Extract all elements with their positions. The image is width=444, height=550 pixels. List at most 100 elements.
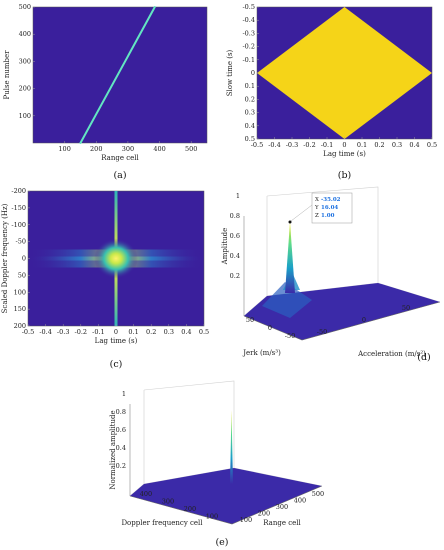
panel-e-ylabel: Doppler frequency cell xyxy=(121,519,203,527)
panel-b-xtick-label: 0.3 xyxy=(392,141,402,149)
panel-d-ztick-label: 1 xyxy=(236,192,240,200)
panel-e-ytick-label: 400 xyxy=(140,490,152,498)
panel-d-ztick-label: 0.8 xyxy=(230,212,240,220)
panel-d-datatip-key: Y xyxy=(314,205,319,211)
panel-d-datatip-value: 1.00 xyxy=(321,213,335,219)
panel-c-xtick-label: -0.1 xyxy=(92,328,105,336)
panel-c-ytick-label: -200 xyxy=(11,187,26,195)
panel-b-xtick-label: -0.4 xyxy=(268,141,281,149)
panel-c-ytick-label: -150 xyxy=(11,204,26,212)
panel-d-back-top xyxy=(266,186,379,283)
panel-a-xtick-label: 400 xyxy=(153,145,165,153)
panel-b-xtick-label: -0.1 xyxy=(321,141,334,149)
panel-b-xlabel: Lag time (s) xyxy=(323,150,366,158)
panel-a-label: (a) xyxy=(113,170,126,181)
panel-e-ztick-label: 0.8 xyxy=(116,408,126,416)
panel-e-zlabel: Normalized amplitude xyxy=(109,410,117,489)
panel-c-xtick-label: -0.5 xyxy=(22,328,35,336)
panel-c-xtick-label: 0.3 xyxy=(164,328,174,336)
panel-d-ylabel: Jerk (m/s³) xyxy=(242,349,281,357)
panel-e-back-axis xyxy=(129,390,145,497)
panel-d-ytick-label: 50 xyxy=(246,316,254,324)
panel-c-ytick-label: -50 xyxy=(16,238,26,246)
panel-d-xlabel: Acceleration (m/s²) xyxy=(357,350,426,358)
panel-b-ytick-label: -0.2 xyxy=(242,43,255,51)
panel-d-datatip-key: X xyxy=(315,197,319,203)
panel-b-xtick-label: 0.5 xyxy=(427,141,437,149)
panel-d-ztick-label: 0.2 xyxy=(230,272,240,280)
panel-c-peak xyxy=(94,238,138,279)
panel-a-ylabel: Pulse number xyxy=(3,50,11,100)
panel-e-xlabel: Range cell xyxy=(263,519,301,527)
panel-c-ytick-label: 200 xyxy=(14,322,26,330)
panel-b-ytick-label: -0.4 xyxy=(242,16,255,24)
panel-a-ytick-label: 500 xyxy=(19,3,31,11)
panel-a-ytick-label: 100 xyxy=(19,112,31,120)
panel-b-label: (b) xyxy=(338,170,352,181)
panel-a-ytick-label: 200 xyxy=(19,85,31,93)
panel-c-xtick-label: -0.3 xyxy=(57,328,70,336)
panel-b-xtick-label: -0.5 xyxy=(251,141,264,149)
panel-b-xtick-label: 0.2 xyxy=(374,141,384,149)
panel-d-back-axis xyxy=(243,196,268,317)
panel-a-ytick-label: 300 xyxy=(19,57,31,65)
panel-c-xtick-label: 0.4 xyxy=(181,328,191,336)
panel-e-label: (e) xyxy=(215,537,228,548)
panel-e-xtick-label: 100 xyxy=(240,516,252,524)
panel-c-xtick-label: 0.2 xyxy=(146,328,156,336)
panel-b-ytick-label: -0.3 xyxy=(242,29,255,37)
panel-a-xtick-label: 200 xyxy=(90,145,102,153)
panel-c-xlabel: Lag time (s) xyxy=(95,337,138,345)
panel-a-xlabel: Range cell xyxy=(101,154,139,162)
panel-c-xtick-label: -0.4 xyxy=(39,328,52,336)
panel-b-ytick-label: 0.5 xyxy=(245,135,255,143)
panel-e-ytick-label: 200 xyxy=(184,505,196,513)
panel-d-datatip-leader xyxy=(290,204,313,222)
panel-d-ridge xyxy=(262,282,312,318)
panel-e-xtick-label: 500 xyxy=(312,490,324,498)
panel-d-front-edges xyxy=(243,301,441,341)
panel-d-ztick-label: 0.4 xyxy=(230,252,240,260)
panel-e-ztick-label: 1 xyxy=(122,390,126,398)
panel-d-datatip-box xyxy=(311,192,353,224)
panel-b-ytick-label: -0.1 xyxy=(242,56,255,64)
panel-e-ztick-label: 0.6 xyxy=(116,426,126,434)
panel-e-ytick-label: 100 xyxy=(206,513,218,521)
panel-e-ztick-label: 0.4 xyxy=(116,444,126,452)
panel-c-ytick-label: 150 xyxy=(14,305,26,313)
panel-b-xtick-label: 0.1 xyxy=(357,141,367,149)
panel-e-spike xyxy=(230,410,233,484)
panel-d-datatip-value: -35.02 xyxy=(321,197,341,203)
panel-e-xtick-label: 300 xyxy=(276,503,288,511)
panel-d-zlabel: Amplitude xyxy=(221,228,229,266)
panel-b-diamond xyxy=(257,7,432,139)
panel-c-xtick-label: -0.2 xyxy=(75,328,88,336)
panel-e-back-top xyxy=(143,380,235,468)
panel-a-trajectory xyxy=(79,6,156,144)
panel-b-xtick-label: 0.4 xyxy=(409,141,419,149)
panel-c-ytick-label: 0 xyxy=(22,255,26,263)
panel-c-ytick-label: 50 xyxy=(18,271,26,279)
panel-e-xtick-label: 200 xyxy=(258,510,270,518)
panel-c-xtick-label: 0.5 xyxy=(199,328,209,336)
panel-a-xtick-label: 300 xyxy=(122,145,134,153)
panel-c-label: (c) xyxy=(110,359,123,370)
panel-a-ytick-label: 400 xyxy=(19,30,31,38)
panel-a-plot xyxy=(32,6,208,144)
panel-e-ytick-label: 300 xyxy=(162,498,174,506)
panel-d-datatip-marker xyxy=(288,220,292,224)
panel-e-xtick-label: 400 xyxy=(294,497,306,505)
panel-c-ytick-label: 100 xyxy=(14,288,26,296)
panel-e-surface xyxy=(130,468,322,524)
panel-b-ytick-label: 0.1 xyxy=(245,82,255,90)
panel-d-xtick-label: 0 xyxy=(362,316,366,324)
panel-b-ytick-label: -0.5 xyxy=(242,3,255,11)
panel-e-ztick-label: 0.2 xyxy=(116,462,126,470)
panel-a-xtick-label: 100 xyxy=(58,145,70,153)
panel-b-ytick-label: 0.2 xyxy=(245,95,255,103)
panel-b-ytick-label: 0.3 xyxy=(245,109,255,117)
panel-d-xtick-label: -50 xyxy=(317,328,327,336)
panel-b-xtick-label: -0.2 xyxy=(303,141,316,149)
panel-b-xtick-label: -0.3 xyxy=(286,141,299,149)
